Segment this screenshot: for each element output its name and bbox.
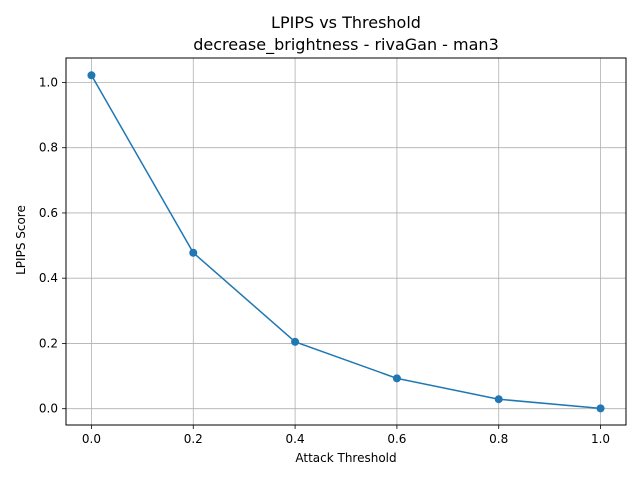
data-point: [596, 404, 605, 413]
y-axis-label: LPIPS Score: [14, 205, 28, 275]
y-tick-label: 0.6: [39, 206, 58, 220]
data-point: [189, 248, 198, 257]
x-tick-label: 0.0: [82, 432, 101, 446]
x-tick-label: 0.8: [489, 432, 508, 446]
plot-frame: [65, 57, 627, 426]
x-tick-label: 0.2: [184, 432, 203, 446]
data-point: [392, 374, 401, 383]
y-tick-label: 0.2: [39, 336, 58, 350]
x-axis-label: Attack Threshold: [295, 451, 396, 465]
x-tick-label: 0.4: [286, 432, 305, 446]
chart-subtitle: decrease_brightness - rivaGan - man3: [193, 35, 499, 55]
series-line: [90, 74, 601, 410]
data-series: [87, 71, 605, 413]
data-point: [494, 395, 503, 404]
y-tick-label: 0.0: [39, 402, 58, 416]
y-tick-label: 0.4: [39, 271, 58, 285]
data-point: [291, 337, 300, 346]
y-tick-label: 0.8: [39, 141, 58, 155]
grid: [66, 58, 626, 425]
x-tick-label: 0.6: [387, 432, 406, 446]
y-tick-label: 1.0: [39, 75, 58, 89]
chart-title: LPIPS vs Threshold: [271, 13, 421, 32]
x-tick-label: 1.0: [591, 432, 610, 446]
axis-ticks: 0.0 0.2 0.4 0.6 0.8 1.0 0.0 0.2 0.4 0.6 0.8 1.0: [39, 75, 610, 446]
data-point: [87, 71, 96, 80]
